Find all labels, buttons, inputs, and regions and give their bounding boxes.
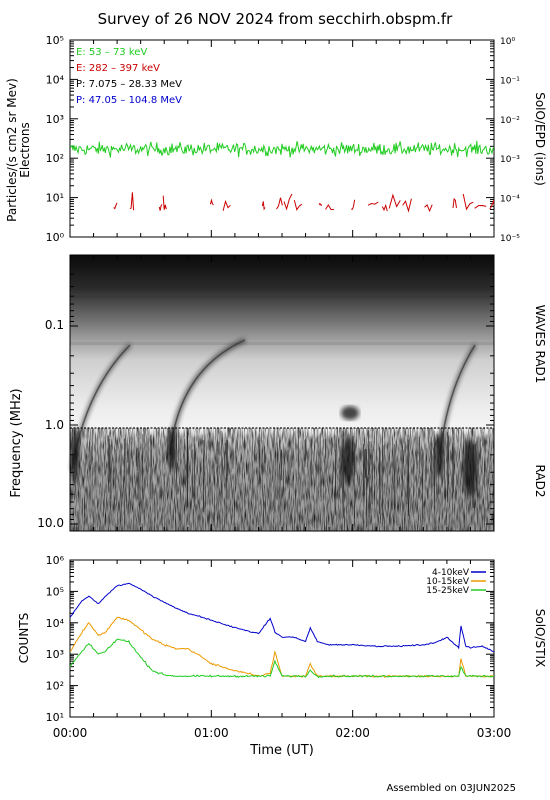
stix-x-tick-label: 00:00 xyxy=(53,726,88,740)
epd-series-electrons-high xyxy=(489,199,494,210)
spectrogram-dark-band-1 xyxy=(70,294,494,298)
epd-series-electrons-high xyxy=(367,201,379,206)
stix-x-tick-label: 02:00 xyxy=(335,726,370,740)
spectrogram-blob-rad1 xyxy=(341,406,359,420)
stix-y-tick-label: 10⁴ xyxy=(46,617,65,630)
spectrogram-bursts xyxy=(70,337,486,529)
spectrogram-blob-a xyxy=(71,427,79,483)
epd-legend-e-low: E: 53 – 73 keV xyxy=(76,47,147,58)
epd-y-tick-label: 10⁰ xyxy=(46,231,65,244)
stix-y-tick-label: 10⁵ xyxy=(46,585,64,598)
epd-series-electrons-high xyxy=(351,199,356,210)
stix-axis-ticks: 10¹ 10² 10³ 10⁴ 10⁵ 10⁶ 00:00 01:00 02:00 03:00 xyxy=(46,554,512,740)
epd-legend-p-high: P: 47.05 – 104.8 MeV xyxy=(76,95,182,106)
epd-series-electrons-high xyxy=(381,203,388,212)
epd-y-axis-label-electrons: Electrons xyxy=(18,122,32,177)
spectrogram-y-tick-0-1: 0.1 xyxy=(45,318,64,332)
epd-y-tick-label: 10² xyxy=(46,152,64,165)
epd-series-electrons-high xyxy=(158,204,163,211)
epd-series-electrons-high xyxy=(276,197,283,210)
epd-series xyxy=(70,140,494,213)
assembled-footer: Assembled on 03JUN2025 xyxy=(386,783,516,794)
stix-legend-4-10: 4-10keV xyxy=(432,568,470,578)
epd-legend-e-high: E: 282 – 397 keV xyxy=(76,63,160,74)
epd-series-electrons-high xyxy=(283,193,293,211)
epd-series-electrons-high xyxy=(462,193,474,211)
epd-series-electrons-high xyxy=(388,193,401,209)
waves-spectrogram-panel: 0.1 1.0 10.0 Frequency (MHz) WAVES RAD1 … xyxy=(9,254,547,532)
epd-series-electrons-high xyxy=(474,204,487,209)
spectrogram-y-tick-1-0: 1.0 xyxy=(45,418,64,432)
stix-series xyxy=(70,582,494,679)
stix-y-tick-label: 10⁶ xyxy=(46,554,65,567)
epd-right-tick-label: 10⁰ xyxy=(500,37,515,47)
epd-y-tick-label: 10³ xyxy=(46,113,64,126)
spectrogram-blob-b xyxy=(168,428,176,472)
stix-legend: 4-10keV 10-15keV 15-25keV xyxy=(426,568,486,596)
epd-series-electrons-high xyxy=(129,192,135,211)
epd-legend-p-low: P: 7.075 – 28.33 MeV xyxy=(76,79,182,90)
stix-x-tick-label: 01:00 xyxy=(194,726,229,740)
spectrogram-dark-band-2 xyxy=(70,342,494,345)
epd-series-electrons-high xyxy=(325,204,334,211)
epd-series-electrons-low xyxy=(70,140,494,158)
epd-series-electrons-high xyxy=(293,199,303,211)
spectrogram-y-tick-10-0: 10.0 xyxy=(37,516,64,530)
epd-y-tick-label: 10¹ xyxy=(46,192,64,205)
spectrogram-right-label-rad2: RAD2 xyxy=(533,465,547,498)
spectrogram-right-label-rad1: WAVES RAD1 xyxy=(533,305,547,384)
stix-x-tick-label: 03:00 xyxy=(477,726,512,740)
x-axis-label: Time (UT) xyxy=(249,743,314,758)
epd-right-tick-label: 10⁻¹ xyxy=(500,76,520,86)
epd-y-tick-label: 10⁴ xyxy=(46,73,65,86)
stix-legend-10-15: 10-15keV xyxy=(426,577,470,587)
epd-right-tick-label: 10⁻² xyxy=(500,116,520,126)
spectrogram-rad2-noise xyxy=(70,428,494,531)
spectrogram-blob-c xyxy=(342,435,354,485)
epd-y-axis-label: Particles/(s cm2 sr Mev) xyxy=(5,78,19,222)
stix-legend-15-25: 15-25keV xyxy=(426,586,470,596)
epd-panel: 10⁰ 10⁻⁵ 10¹ 10⁻⁴ 10² 10⁻³ 10³ 10⁻² 10⁴ 10⁻¹ 10⁵ 10… xyxy=(5,34,547,244)
epd-series-electrons-high xyxy=(424,204,433,213)
epd-series-electrons-high xyxy=(452,197,457,209)
stix-y-axis-label: COUNTS xyxy=(17,613,31,664)
epd-series-electrons-high xyxy=(318,202,323,207)
epd-series-electrons-high xyxy=(113,202,118,210)
figure-title: Survey of 26 NOV 2024 from secchirh.obsp… xyxy=(98,10,454,28)
stix-y-tick-label: 10³ xyxy=(46,648,64,661)
stix-y-tick-label: 10¹ xyxy=(46,711,64,724)
epd-series-electrons-high xyxy=(162,195,167,210)
epd-series-electrons-high xyxy=(402,198,412,213)
epd-right-label: SolO/EPD (ions) xyxy=(533,92,547,186)
epd-series-electrons-high xyxy=(222,199,231,211)
spectrogram-blob-e xyxy=(463,438,477,498)
epd-right-tick-label: 10⁻³ xyxy=(500,155,520,165)
epd-series-electrons-high xyxy=(261,201,266,211)
stix-series-4-10kev xyxy=(70,582,494,653)
epd-axis-ticks: 10⁰ 10⁻⁵ 10¹ 10⁻⁴ 10² 10⁻³ 10³ 10⁻² 10⁴ 10⁻¹ 10⁵ 10… xyxy=(46,34,521,244)
spectrogram-y-axis-label: Frequency (MHz) xyxy=(9,388,24,497)
stix-series-15-25kev xyxy=(70,638,494,679)
stix-y-tick-label: 10² xyxy=(46,680,64,693)
stix-right-label: SolO/STIX xyxy=(533,609,547,668)
epd-series-electrons-high xyxy=(209,198,214,206)
stix-panel: 10¹ 10² 10³ 10⁴ 10⁵ 10⁶ 00:00 01:00 02:00 03:00 4… xyxy=(17,554,547,758)
epd-y-tick-label: 10⁵ xyxy=(46,34,64,47)
epd-right-tick-label: 10⁻⁵ xyxy=(500,234,520,244)
spectrogram-axis-ticks xyxy=(69,255,495,531)
epd-right-tick-label: 10⁻⁴ xyxy=(500,195,520,205)
